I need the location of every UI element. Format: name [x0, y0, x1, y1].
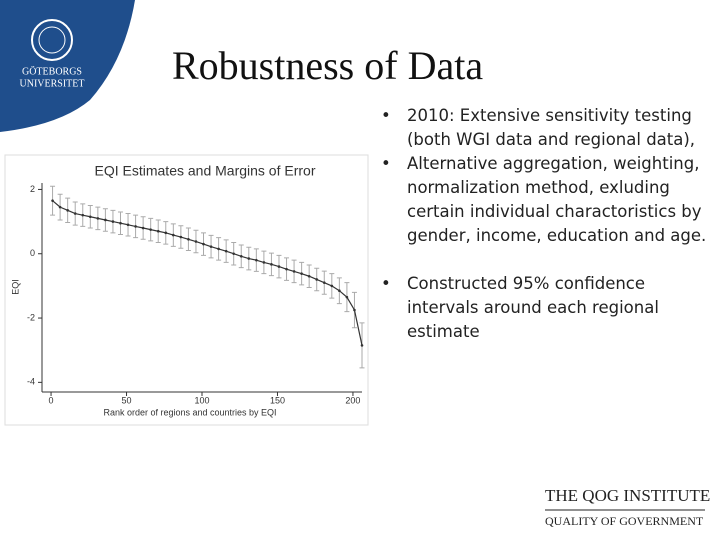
estimate-point: [111, 220, 115, 223]
bullet: Alternative aggregation, weighting, norm…: [378, 152, 718, 248]
estimate-point: [164, 231, 168, 235]
estimate-point: [179, 235, 183, 239]
estimate-point: [300, 272, 303, 275]
x-tick-label: 50: [122, 395, 132, 405]
chart-background: [4, 154, 369, 426]
estimate-point: [149, 228, 152, 231]
estimate-point: [315, 278, 319, 281]
estimate-point: [247, 257, 251, 260]
estimate-point: [255, 258, 258, 262]
estimate-point: [58, 205, 62, 209]
x-tick-label: 0: [49, 395, 54, 405]
estimate-point: [338, 289, 341, 293]
estimate-point: [66, 209, 69, 212]
estimate-point: [134, 225, 137, 228]
estimate-point: [104, 218, 107, 222]
estimate-point: [156, 229, 160, 233]
estimate-point: [307, 274, 311, 278]
estimate-point: [292, 270, 296, 273]
estimate-point: [81, 213, 85, 217]
estimate-point: [322, 281, 326, 284]
bullet: Constructed 95% confidence intervals aro…: [378, 272, 718, 344]
y-tick-label: -2: [27, 312, 35, 322]
estimate-point: [119, 221, 122, 225]
estimate-point: [270, 263, 273, 266]
estimate-point: [194, 240, 198, 243]
estimate-point: [209, 245, 213, 248]
x-axis-label: Rank order of regions and countries by E…: [103, 407, 276, 417]
university-seal: [31, 19, 73, 61]
x-tick-label: 200: [345, 395, 360, 405]
university-seal-inner: [38, 26, 66, 54]
estimate-point: [345, 295, 349, 299]
estimate-point: [277, 265, 281, 268]
estimate-point: [73, 212, 77, 215]
estimate-point: [353, 308, 356, 312]
bullet: 2010: Extensive sensitivity testing (bot…: [378, 104, 718, 152]
estimate-point: [96, 217, 100, 220]
estimate-point: [285, 267, 288, 271]
x-tick-label: 150: [270, 395, 285, 405]
estimate-point: [89, 215, 92, 219]
estimate-point: [126, 223, 130, 227]
estimate-point: [360, 344, 364, 347]
institute-name: THE QOG INSTITUTE: [545, 486, 710, 505]
estimate-point: [232, 252, 235, 256]
estimate-point: [224, 249, 228, 253]
x-tick-label: 100: [194, 395, 209, 405]
estimate-point: [330, 284, 334, 288]
estimate-point: [187, 237, 190, 241]
estimate-point: [239, 255, 243, 258]
university-name: UNIVERSITET: [20, 78, 85, 89]
chart-title: EQI Estimates and Margins of Error: [95, 163, 316, 179]
estimate-point: [217, 247, 220, 251]
estimate-point: [172, 233, 175, 237]
estimate-point: [141, 226, 145, 230]
estimate-point: [51, 199, 54, 202]
institute-subtitle: QUALITY OF GOVERNMENT: [545, 514, 704, 528]
bullet-list: 2010: Extensive sensitivity testing (bot…: [378, 104, 718, 344]
y-tick-label: -4: [27, 377, 35, 387]
y-axis-label: EQI: [10, 279, 20, 295]
y-tick-label: 0: [30, 248, 35, 258]
slide-title: Robustness of Data: [172, 43, 484, 88]
university-name: GÖTEBORGS: [22, 65, 82, 77]
estimate-point: [262, 261, 266, 264]
estimate-point: [202, 242, 205, 246]
y-tick-label: 2: [30, 184, 35, 194]
